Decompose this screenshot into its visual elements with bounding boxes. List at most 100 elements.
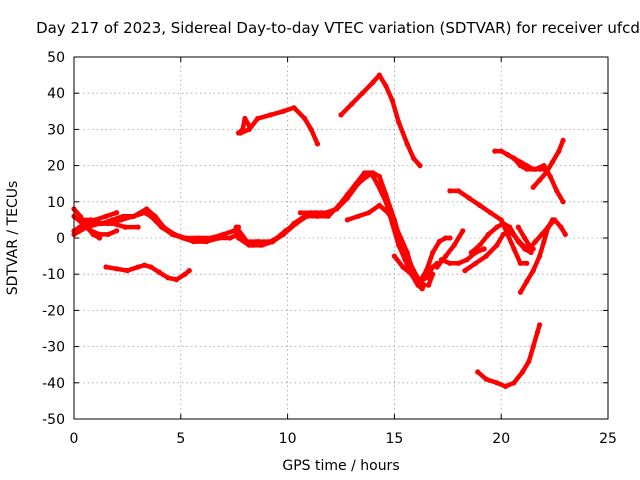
- data-point: [383, 83, 389, 89]
- data-point: [554, 188, 560, 194]
- data-point: [500, 220, 506, 227]
- data-point: [302, 115, 308, 122]
- data-point: [526, 242, 532, 248]
- data-point: [537, 253, 543, 259]
- axis-ticks: 0 5 10 15 20 25 50 40 30 20 10 0 -10 -20 -30 -40 -50: [42, 50, 617, 447]
- data-point: [549, 217, 556, 223]
- data-point: [522, 246, 528, 252]
- data-point: [314, 213, 321, 219]
- data-point: [562, 231, 568, 237]
- data-point: [344, 192, 350, 198]
- data-point: [374, 181, 380, 187]
- data-point: [511, 380, 517, 386]
- x-tick-label: 20: [492, 431, 510, 447]
- data-point: [246, 242, 252, 248]
- data-point: [370, 79, 376, 85]
- data-point: [492, 148, 498, 154]
- data-point: [477, 242, 483, 248]
- data-point: [114, 266, 120, 272]
- data-point: [494, 242, 500, 248]
- data-point: [530, 268, 536, 274]
- data-point: [135, 264, 141, 270]
- data-point: [368, 170, 374, 176]
- data-point: [92, 220, 98, 227]
- y-tick-label: -30: [42, 340, 65, 356]
- data-point: [487, 210, 494, 216]
- data-point: [152, 213, 158, 219]
- data-point: [88, 217, 94, 223]
- data-point: [515, 224, 521, 230]
- data-point: [451, 242, 457, 248]
- data-point: [434, 264, 440, 270]
- data-point: [344, 217, 350, 223]
- x-tick-label: 10: [279, 431, 297, 447]
- data-point: [349, 101, 355, 107]
- data-point: [455, 260, 462, 266]
- data-point: [423, 268, 429, 274]
- x-tick-label: 15: [385, 431, 403, 447]
- data-point: [426, 282, 432, 288]
- data-point: [353, 181, 359, 187]
- y-tick-label: -20: [42, 303, 65, 319]
- data-point: [122, 224, 128, 230]
- data-point: [291, 105, 297, 111]
- data-point: [511, 155, 517, 161]
- data-point: [396, 242, 402, 248]
- data-point: [447, 260, 453, 266]
- data-point: [483, 253, 489, 259]
- data-point: [308, 210, 314, 216]
- data-point: [507, 224, 513, 230]
- data-point: [460, 228, 466, 234]
- data-point: [165, 275, 171, 281]
- data-point: [530, 184, 536, 190]
- data-point: [366, 210, 372, 216]
- data-point: [556, 148, 562, 154]
- y-tick-label: -50: [42, 412, 65, 428]
- data-point: [282, 228, 289, 234]
- data-point: [515, 239, 521, 245]
- data-point: [408, 271, 415, 277]
- data-point: [314, 141, 321, 147]
- data-point: [359, 90, 365, 96]
- data-series-27: [516, 224, 536, 252]
- data-point: [477, 202, 483, 208]
- data-point: [361, 170, 368, 176]
- data-point: [161, 224, 167, 230]
- x-tick-label: 0: [70, 431, 79, 447]
- data-point: [411, 155, 417, 161]
- data-point: [466, 195, 472, 201]
- data-point: [526, 358, 532, 364]
- data-point: [502, 383, 509, 389]
- data-point: [396, 119, 402, 125]
- data-point: [267, 112, 274, 118]
- data-point: [560, 137, 566, 143]
- y-tick-label: 20: [47, 159, 65, 175]
- data-point: [103, 264, 109, 270]
- data-point: [541, 163, 547, 169]
- data-point: [77, 213, 83, 219]
- data-point: [141, 262, 148, 268]
- data-point: [408, 264, 415, 270]
- data-point: [430, 249, 436, 256]
- x-tick-label: 25: [599, 431, 617, 447]
- data-point: [319, 210, 325, 216]
- data-point: [447, 188, 453, 194]
- data-point: [500, 231, 506, 237]
- data-point: [97, 231, 103, 237]
- data-point: [338, 112, 344, 118]
- x-tick-label: 5: [176, 431, 185, 447]
- data-point: [524, 278, 530, 284]
- data-point: [549, 159, 556, 165]
- data-point: [191, 239, 197, 245]
- data-point: [400, 264, 406, 270]
- data-point: [325, 213, 331, 219]
- data-point: [438, 257, 444, 263]
- y-tick-label: -10: [42, 267, 65, 283]
- data-point: [539, 231, 545, 237]
- y-tick-label: 0: [56, 231, 65, 247]
- y-tick-label: 10: [47, 195, 65, 211]
- data-point: [376, 173, 382, 180]
- data-point: [398, 235, 404, 241]
- data-point: [517, 159, 524, 165]
